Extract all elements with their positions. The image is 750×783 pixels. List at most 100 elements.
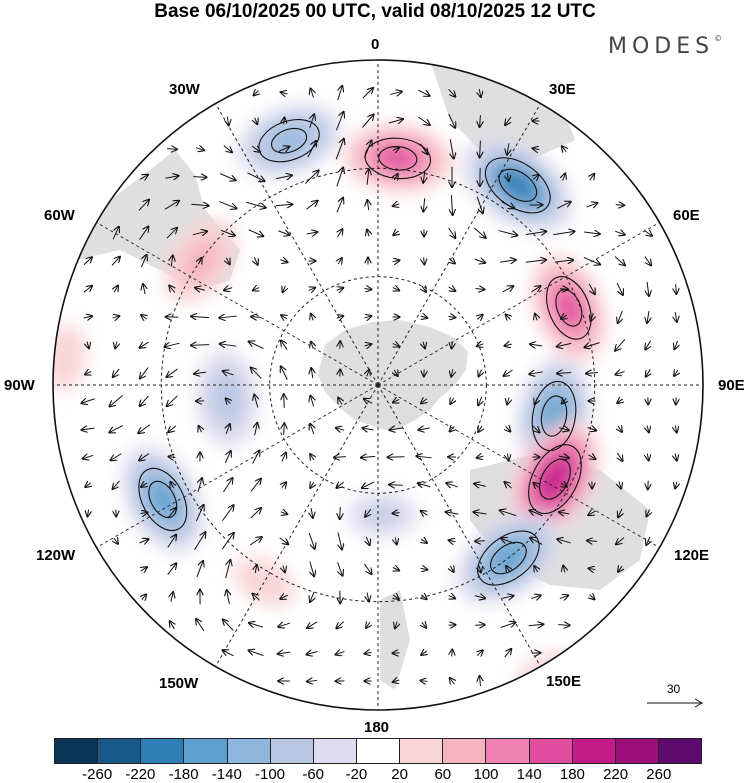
wind-arrow bbox=[306, 232, 318, 234]
wind-arrow bbox=[477, 344, 484, 346]
wind-arrow bbox=[168, 425, 177, 432]
wind-arrow bbox=[194, 532, 206, 551]
anomaly-contour bbox=[270, 127, 308, 154]
wind-arrow bbox=[246, 201, 266, 208]
wind-arrow bbox=[284, 423, 285, 435]
wind-arrow bbox=[191, 345, 210, 346]
wind-arrow bbox=[225, 560, 231, 579]
wind-arrow bbox=[504, 649, 512, 658]
wind-arrow bbox=[337, 316, 344, 318]
wind-arrow bbox=[530, 538, 543, 545]
wind-arrow bbox=[278, 147, 290, 152]
colorbar-swatch bbox=[141, 738, 185, 764]
wind-arrow bbox=[450, 398, 453, 404]
wind-arrow bbox=[393, 231, 398, 235]
label-lon-120w: 120W bbox=[36, 547, 76, 564]
wind-arrow bbox=[191, 316, 210, 317]
anomaly-contour bbox=[555, 289, 583, 327]
wind-arrow bbox=[477, 315, 482, 320]
wind-arrow bbox=[275, 204, 293, 205]
colorbar-tick-label: -20 bbox=[345, 766, 368, 783]
wind-arrow bbox=[586, 373, 599, 374]
wind-arrow bbox=[562, 146, 566, 151]
wind-arrow bbox=[335, 139, 344, 160]
wind-arrow bbox=[615, 338, 626, 350]
wind-arrow bbox=[394, 174, 397, 180]
wind-arrow bbox=[475, 289, 485, 290]
wind-arrow bbox=[676, 284, 677, 294]
wind-arrow bbox=[112, 316, 120, 318]
wind-arrow bbox=[473, 227, 485, 238]
wind-arrow bbox=[589, 595, 594, 600]
colorbar-tick-label: 220 bbox=[603, 766, 629, 783]
anomaly-contour bbox=[498, 168, 538, 202]
wind-arrow bbox=[307, 621, 318, 628]
wind-arrow bbox=[525, 260, 547, 262]
wind-arrow bbox=[421, 539, 427, 543]
label-lon-120e: 120E bbox=[674, 547, 710, 564]
wind-arrow bbox=[422, 622, 426, 627]
wind-arrow bbox=[562, 398, 567, 403]
colorbar-tick-label: -100 bbox=[254, 766, 286, 783]
wind-arrow bbox=[362, 114, 373, 128]
wind-arrow bbox=[616, 537, 625, 545]
wind-arrow bbox=[423, 341, 425, 349]
wind-arrow bbox=[340, 506, 341, 519]
wind-arrow bbox=[198, 258, 201, 264]
wind-arrow bbox=[478, 426, 482, 432]
wind-arrow bbox=[87, 509, 88, 517]
wind-arrow bbox=[506, 566, 510, 572]
wind-arrow bbox=[393, 148, 399, 151]
wind-arrow bbox=[417, 116, 430, 125]
wind-arrow bbox=[449, 540, 456, 542]
wind-arrow bbox=[563, 173, 566, 181]
wind-arrow bbox=[310, 591, 314, 602]
wind-arrow bbox=[306, 201, 317, 210]
wind-arrow bbox=[284, 118, 285, 125]
wind-arrow bbox=[479, 565, 481, 573]
wind-arrow bbox=[85, 483, 91, 487]
wind-arrow bbox=[336, 651, 345, 654]
wind-arrow bbox=[421, 511, 428, 515]
meridian-line bbox=[215, 103, 379, 386]
wind-arrow bbox=[452, 650, 453, 657]
wind-arrow bbox=[114, 538, 118, 544]
wind-arrow bbox=[112, 227, 119, 240]
wind-arrow bbox=[139, 453, 150, 461]
wind-arrow bbox=[393, 399, 399, 402]
colorbar-tick-label: 60 bbox=[434, 766, 452, 783]
wind-arrow bbox=[451, 195, 452, 215]
wind-arrow bbox=[448, 316, 456, 317]
wind-arrow bbox=[421, 399, 427, 404]
africa bbox=[430, 60, 575, 160]
wind-arrow bbox=[367, 592, 369, 602]
wind-arrow bbox=[446, 483, 458, 487]
label-lon-150e: 150E bbox=[546, 673, 582, 690]
anomaly-shade bbox=[367, 505, 398, 525]
wind-arrow bbox=[310, 396, 313, 407]
wind-arrow bbox=[278, 652, 291, 654]
wind-arrow bbox=[395, 537, 397, 545]
wind-arrow bbox=[251, 146, 260, 152]
colorbar-tick-label: 140 bbox=[516, 766, 542, 783]
wind-arrow bbox=[109, 425, 123, 433]
wind-arrow bbox=[307, 680, 318, 681]
wind-arrow bbox=[255, 118, 258, 124]
wind-arrow bbox=[448, 227, 456, 238]
label-lon-0: 0 bbox=[371, 36, 380, 53]
wind-arrow bbox=[533, 148, 540, 149]
wind-arrow bbox=[392, 513, 400, 514]
wind-arrow bbox=[170, 621, 175, 630]
wind-arrow bbox=[282, 453, 286, 462]
colorbar-swatch bbox=[356, 738, 401, 764]
wind-arrow bbox=[192, 231, 207, 234]
wind-arrow bbox=[83, 455, 94, 458]
colorbar bbox=[54, 738, 703, 764]
wind-arrow bbox=[449, 596, 455, 599]
wind-arrow bbox=[477, 650, 483, 655]
wind-arrow bbox=[171, 255, 173, 267]
colorbar-tick-label: 100 bbox=[473, 766, 499, 783]
meridian-line bbox=[377, 222, 660, 386]
wind-arrow bbox=[139, 175, 148, 180]
